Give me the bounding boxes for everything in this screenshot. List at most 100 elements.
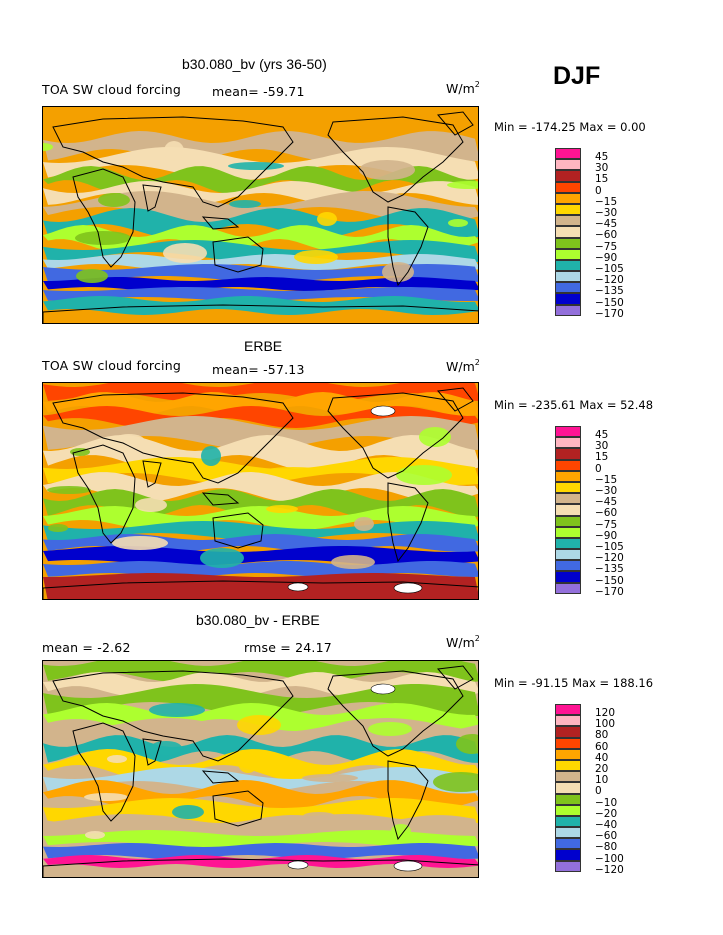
colorbar-swatch xyxy=(555,782,581,794)
coastline xyxy=(201,216,240,230)
colorbar-swatch xyxy=(555,715,581,727)
contour-band xyxy=(43,240,478,262)
colorbar-swatch xyxy=(555,148,581,160)
contour-patch xyxy=(113,434,145,448)
colorbar-swatch xyxy=(555,159,581,171)
panel-3-units: W/m2 xyxy=(446,634,480,650)
colorbar-tick-label: −30 xyxy=(595,207,618,219)
colorbar-tick-label: 30 xyxy=(595,440,609,453)
contour-patch xyxy=(265,467,321,475)
colorbar-tick-label: 0 xyxy=(595,184,602,197)
coastline xyxy=(327,670,464,757)
panel-3-left-label: mean = -2.62 xyxy=(42,640,131,655)
coastline xyxy=(72,722,136,822)
contour-patch xyxy=(201,446,221,466)
colorbar-swatch xyxy=(555,259,581,272)
contour-patch xyxy=(75,231,131,245)
contour-patch xyxy=(237,715,281,735)
panel-1-stat-label: mean= -59.71 xyxy=(212,84,305,99)
panel-2-map xyxy=(42,382,479,600)
panel-1-units: W/m2 xyxy=(446,80,480,96)
panel-1-minmax: Min = -174.25 Max = 0.00 xyxy=(494,120,646,134)
colorbar-tick-label: −10 xyxy=(595,796,618,809)
missing-data-patch xyxy=(393,582,423,594)
contour-band xyxy=(43,264,478,282)
contour-patch xyxy=(294,250,338,264)
coastline xyxy=(52,670,294,762)
coastline xyxy=(212,790,264,827)
contour-patch xyxy=(150,741,182,755)
colorbar-swatch xyxy=(555,282,581,294)
contour-band xyxy=(43,457,478,485)
contour-patch xyxy=(266,505,298,513)
contour-patch xyxy=(433,772,478,792)
colorbar-swatch xyxy=(555,237,581,249)
contour-patch xyxy=(200,548,244,568)
colorbar-tick-label: 100 xyxy=(595,718,616,731)
contour-patch xyxy=(84,793,128,801)
contour-patch xyxy=(391,824,411,838)
colorbar-tick-label: −120 xyxy=(595,552,624,565)
coastline xyxy=(387,482,429,563)
colorbar-tick-label: 0 xyxy=(595,785,602,798)
contour-patch xyxy=(359,160,415,180)
coastline xyxy=(212,236,264,273)
contour-band xyxy=(43,798,478,824)
contour-patch xyxy=(107,755,127,763)
contour-band xyxy=(43,472,478,502)
coastline xyxy=(43,304,478,323)
colorbar-tick-label: −150 xyxy=(595,574,624,587)
contour-band xyxy=(43,830,478,848)
colorbar-tick-label: −60 xyxy=(595,507,618,520)
colorbar-swatch xyxy=(555,248,581,260)
contour-patch xyxy=(76,269,108,283)
colorbar-swatch xyxy=(555,582,581,594)
colorbar-swatch xyxy=(555,571,581,583)
colorbar-tick-label: −75 xyxy=(595,240,618,253)
colorbar-tick-label: −100 xyxy=(595,852,624,865)
panel-3-minmax: Min = -91.15 Max = 188.16 xyxy=(494,676,654,690)
colorbar-swatch xyxy=(555,215,581,227)
missing-data-patch xyxy=(287,582,309,592)
colorbar-tick-label: −135 xyxy=(595,563,624,576)
colorbar-swatch xyxy=(555,515,581,527)
colorbar-tick-label: −135 xyxy=(595,285,624,298)
colorbar-swatch xyxy=(555,537,581,550)
coastline xyxy=(43,858,478,877)
contour-map xyxy=(43,661,478,877)
colorbar-swatch xyxy=(555,448,581,460)
contour-band xyxy=(43,277,478,291)
panel-1-left-label: TOA SW cloud forcing xyxy=(42,82,181,97)
contour-patch xyxy=(382,262,414,282)
colorbar-tick-label: 20 xyxy=(595,763,609,775)
colorbar-tick-label: 120 xyxy=(595,707,616,719)
colorbar-tick-label: −150 xyxy=(595,296,624,309)
colorbar-tick-label: −60 xyxy=(595,830,618,843)
coastline xyxy=(212,512,264,549)
colorbar-swatch xyxy=(555,526,581,538)
contour-band xyxy=(43,767,478,793)
coastline xyxy=(72,444,136,544)
panel-3-colorbar xyxy=(555,704,581,872)
contour-patch xyxy=(368,722,412,736)
contour-patch xyxy=(447,181,478,189)
season-label: DJF xyxy=(553,62,601,90)
colorbar-tick-label: 45 xyxy=(595,151,609,163)
colorbar-tick-label: 15 xyxy=(595,173,609,186)
contour-patch xyxy=(48,524,68,532)
colorbar-swatch xyxy=(555,437,581,449)
colorbar-tick-label: −105 xyxy=(595,541,624,553)
colorbar-tick-label: −120 xyxy=(595,274,624,287)
contour-patch xyxy=(396,465,452,485)
contour-patch xyxy=(456,734,478,754)
colorbar-swatch xyxy=(555,849,581,861)
missing-data-patch xyxy=(370,683,396,695)
panel-2-title: ERBE xyxy=(244,338,283,354)
contour-band xyxy=(43,166,478,194)
coastline xyxy=(201,770,240,784)
coastline xyxy=(387,760,429,841)
colorbar-tick-label: −30 xyxy=(595,485,618,497)
contour-map xyxy=(43,383,478,599)
contour-patch xyxy=(98,193,130,207)
colorbar-swatch xyxy=(555,549,581,561)
